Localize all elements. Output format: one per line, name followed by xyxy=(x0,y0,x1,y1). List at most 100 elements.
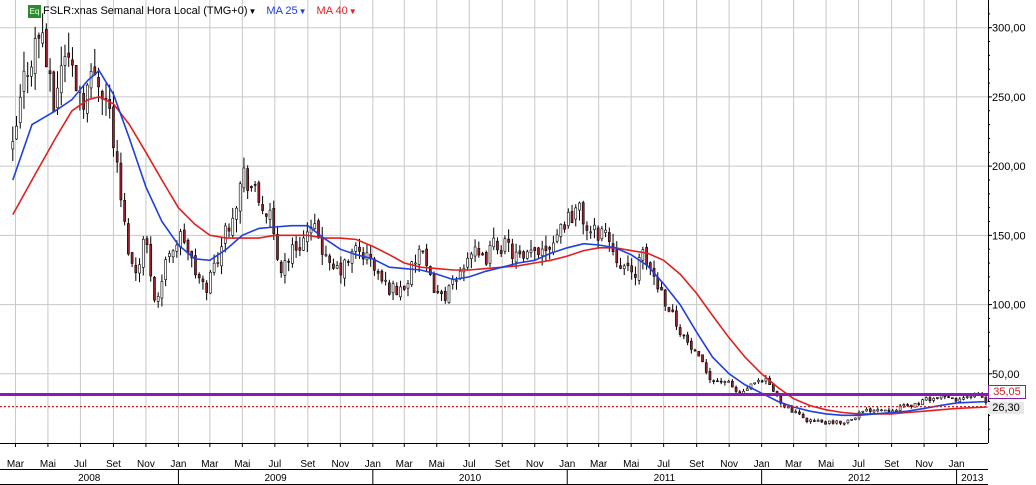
candle-body xyxy=(257,182,261,203)
x-month-label: Jul xyxy=(268,459,281,470)
candle-body xyxy=(525,251,529,259)
x-month-label: Jan xyxy=(559,459,575,470)
candle-body xyxy=(52,71,56,112)
candle-body xyxy=(753,382,757,385)
candle-body xyxy=(119,162,123,201)
candle-body xyxy=(712,380,716,382)
candle-body xyxy=(641,249,645,261)
candle-body xyxy=(406,283,410,289)
candle-body xyxy=(716,380,719,383)
candle-body xyxy=(663,289,667,307)
candle-body xyxy=(56,87,59,109)
candle-body xyxy=(645,247,648,265)
candle-body xyxy=(455,280,458,282)
candle-body xyxy=(522,251,525,259)
candle-body xyxy=(33,38,37,74)
ma-fast-label[interactable]: MA 25 xyxy=(266,5,298,17)
candle-body xyxy=(343,259,346,279)
x-month-label: Set xyxy=(300,459,315,470)
candle-body xyxy=(67,52,71,58)
x-month-label: Mar xyxy=(7,459,25,470)
candle-body xyxy=(607,232,611,242)
symbol-dropdown-icon[interactable]: ▼ xyxy=(248,6,257,16)
x-month-label: Mar xyxy=(396,459,414,470)
candle-body xyxy=(399,286,402,298)
candle-body xyxy=(727,380,730,383)
candle-body xyxy=(164,259,167,280)
candle-body xyxy=(279,261,283,274)
candle-body xyxy=(376,271,380,274)
candle-body xyxy=(578,202,581,211)
candle-body xyxy=(965,396,969,398)
candle-body xyxy=(555,234,559,242)
candle-body xyxy=(760,380,764,383)
candle-body xyxy=(223,225,227,244)
candle-body xyxy=(872,409,876,413)
candlestick-series xyxy=(11,13,988,426)
x-year-label: 2008 xyxy=(78,473,101,484)
candle-body xyxy=(861,410,865,413)
candle-body xyxy=(731,380,734,388)
candle-body xyxy=(954,398,958,402)
candle-body xyxy=(216,262,220,264)
candle-body xyxy=(798,411,801,415)
candle-body xyxy=(242,167,246,189)
candle-body xyxy=(302,237,305,251)
candle-body xyxy=(540,248,544,257)
x-month-label: Jan xyxy=(754,459,770,470)
candle-body xyxy=(902,404,906,407)
candle-body xyxy=(686,334,689,343)
candle-body xyxy=(127,223,130,255)
candle-body xyxy=(704,362,708,373)
x-month-label: Jul xyxy=(463,459,476,470)
candle-body xyxy=(313,223,317,229)
candle-body xyxy=(212,262,216,273)
y-tick-label: 150,00 xyxy=(992,230,1026,242)
x-month-label: Set xyxy=(884,459,899,470)
y-tick-label: 100,00 xyxy=(992,300,1026,312)
x-month-label: Nov xyxy=(720,459,738,470)
candle-body xyxy=(865,409,868,412)
ma-slow-label[interactable]: MA 40 xyxy=(316,5,348,17)
candle-body xyxy=(924,397,928,401)
candle-body xyxy=(671,309,675,312)
ma-slow-dropdown-icon[interactable]: ▼ xyxy=(348,6,357,16)
candle-body xyxy=(15,125,18,140)
candle-body xyxy=(138,264,141,274)
y-tick-label: 200,00 xyxy=(992,161,1026,173)
candle-body xyxy=(667,307,671,312)
candle-body xyxy=(697,351,701,357)
candle-body xyxy=(794,411,798,413)
candle-body xyxy=(264,213,268,217)
candle-body xyxy=(209,271,212,294)
candle-body xyxy=(827,420,831,424)
candle-body xyxy=(350,250,354,264)
ma-fast-dropdown-icon[interactable]: ▼ xyxy=(298,6,307,16)
candle-body xyxy=(820,419,824,423)
candle-body xyxy=(708,371,712,381)
candle-body xyxy=(883,409,887,412)
candle-body xyxy=(574,207,578,220)
candle-body xyxy=(801,414,805,419)
candle-body xyxy=(141,239,145,268)
x-month-label: Jul xyxy=(852,459,865,470)
candle-body xyxy=(690,340,693,350)
candle-body xyxy=(589,231,592,234)
x-month-label: Jan xyxy=(170,459,186,470)
candle-body xyxy=(347,261,350,263)
candle-body xyxy=(97,77,100,88)
x-month-label: Mar xyxy=(785,459,803,470)
candle-body xyxy=(507,238,510,243)
candle-body xyxy=(298,247,302,251)
x-year-label: 2011 xyxy=(654,473,676,484)
candle-body xyxy=(499,250,503,254)
x-month-label: Set xyxy=(106,459,121,470)
x-month-label: Mai xyxy=(818,459,834,470)
candle-body xyxy=(108,98,112,109)
candle-body xyxy=(358,246,361,252)
candle-body xyxy=(887,409,891,412)
symbol-label[interactable]: FSLR:xnas Semanal Hora Local (TMG+0) xyxy=(43,5,248,17)
candle-body xyxy=(637,257,641,281)
candle-body xyxy=(112,106,115,149)
